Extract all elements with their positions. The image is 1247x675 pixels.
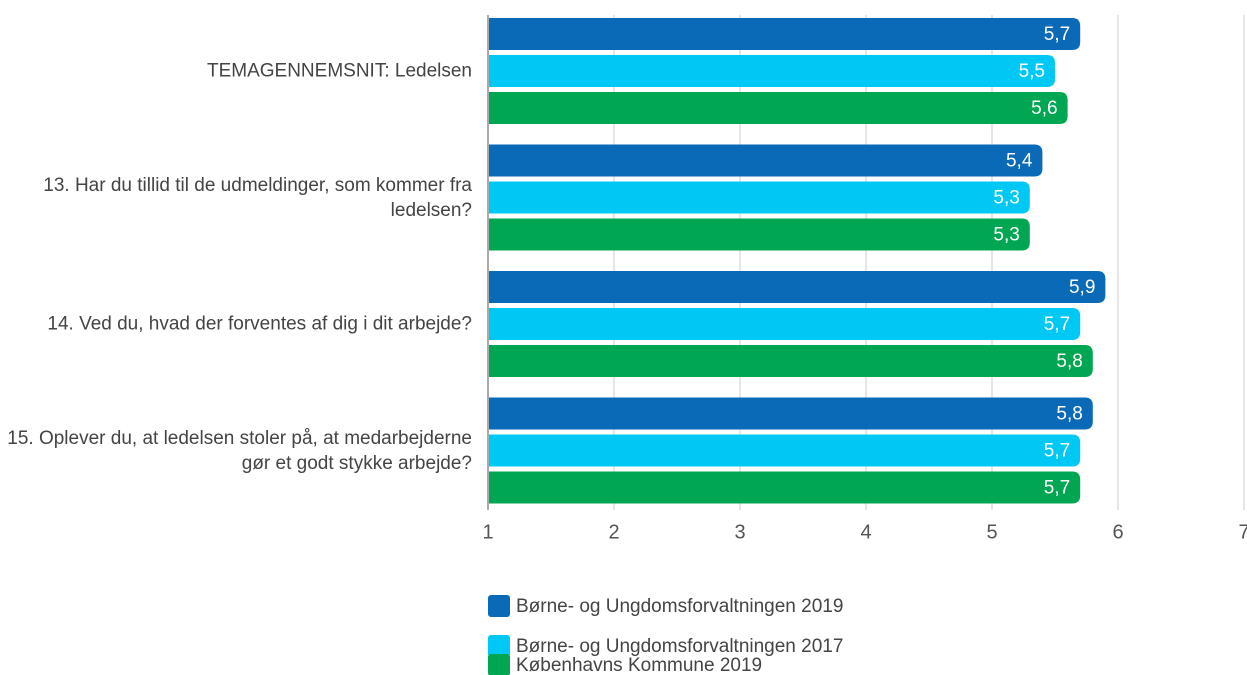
legend-swatch: [488, 635, 510, 657]
data-label: 5,6: [1031, 98, 1057, 119]
data-label: 5,4: [1006, 151, 1033, 172]
bar: [489, 345, 1093, 377]
x-tick-label: 3: [734, 521, 745, 543]
data-label: 5,7: [1044, 24, 1070, 45]
legend-label: Børne- og Ungdomsforvaltningen 2019: [516, 596, 843, 617]
x-tick-label: 1: [482, 521, 493, 543]
data-label: 5,7: [1044, 478, 1070, 499]
x-tick-label: 4: [860, 521, 871, 543]
bar: [489, 55, 1055, 87]
data-label: 5,5: [1019, 61, 1045, 82]
bar: [489, 434, 1081, 467]
bar: [489, 308, 1081, 340]
bar: [489, 181, 1030, 214]
legend-swatch: [488, 595, 510, 617]
x-tick-label: 5: [986, 521, 997, 543]
data-label: 5,3: [993, 225, 1019, 246]
data-label: 5,7: [1044, 441, 1070, 462]
bar: [489, 218, 1030, 251]
bar: [489, 471, 1081, 504]
bar: [489, 271, 1106, 303]
category-label: TEMAGENNEMSNIT: Ledelsen: [206, 60, 472, 82]
data-label: 5,3: [993, 188, 1019, 209]
legend-swatch: [488, 654, 510, 675]
bar: [489, 18, 1081, 50]
legend-label: Københavns Kommune 2019: [516, 655, 762, 675]
x-tick-label: 6: [1112, 521, 1123, 543]
bar: [489, 397, 1093, 430]
bar: [489, 92, 1068, 124]
data-label: 5,8: [1056, 404, 1082, 425]
data-label: 5,7: [1044, 314, 1070, 335]
legend-label: Børne- og Ungdomsforvaltningen 2017: [516, 636, 843, 657]
bar: [489, 144, 1043, 177]
category-label: 15. Oplever du, at ledelsen stoler på, a…: [7, 427, 472, 474]
x-tick-label: 7: [1238, 521, 1247, 543]
x-tick-label: 2: [608, 521, 619, 543]
category-label: 13. Har du tillid til de udmeldinger, so…: [43, 174, 472, 221]
category-label: 14. Ved du, hvad der forventes af dig i …: [47, 313, 472, 335]
data-label: 5,8: [1056, 351, 1082, 372]
data-label: 5,9: [1069, 277, 1095, 298]
